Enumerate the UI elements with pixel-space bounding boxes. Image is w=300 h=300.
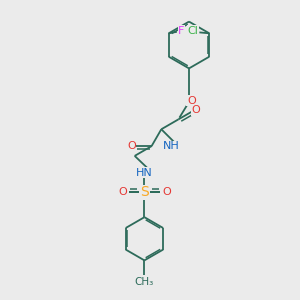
Text: NH: NH xyxy=(163,141,179,151)
Text: HN: HN xyxy=(136,168,153,178)
Text: S: S xyxy=(140,185,149,199)
Text: F: F xyxy=(178,26,184,36)
Text: O: O xyxy=(118,187,127,197)
Text: CH₃: CH₃ xyxy=(135,277,154,287)
Text: Cl: Cl xyxy=(187,26,198,36)
Text: O: O xyxy=(187,96,196,106)
Text: O: O xyxy=(162,187,171,197)
Text: O: O xyxy=(191,105,200,116)
Text: O: O xyxy=(127,140,136,151)
